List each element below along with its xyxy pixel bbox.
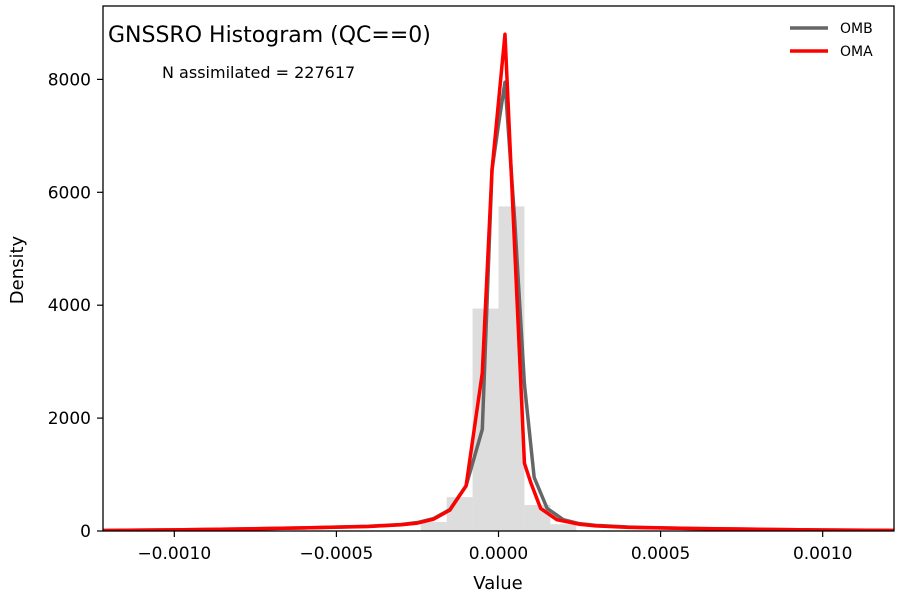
- x-tick-label-0: −0.0010: [137, 544, 211, 564]
- legend-label-oma: OMA: [840, 44, 873, 60]
- y-tick-label-0: 0: [80, 522, 91, 542]
- plot-area: [103, 32, 894, 531]
- x-tick-label-4: 0.0010: [793, 544, 852, 564]
- series-line-oma: [103, 32, 894, 531]
- x-tick-label-3: 0.0005: [631, 544, 690, 564]
- y-tick-label-3: 6000: [48, 183, 91, 203]
- y-axis-label: Density: [7, 235, 28, 304]
- y-tick-label-2: 4000: [48, 296, 91, 316]
- y-axis: 0 2000 4000 6000 8000: [48, 70, 103, 542]
- legend-label-omb: OMB: [840, 21, 873, 37]
- histogram-bar-1: [446, 497, 473, 531]
- x-axis-label: Value: [473, 573, 522, 594]
- legend: OMB OMA: [790, 21, 873, 60]
- chart-title: GNSSRO Histogram (QC==0): [108, 23, 431, 48]
- x-axis: −0.0010 −0.0005 0.0000 0.0005 0.0010: [137, 531, 852, 564]
- histogram-bar-0: [420, 521, 447, 531]
- x-tick-label-1: −0.0005: [300, 544, 374, 564]
- x-tick-label-2: 0.0000: [469, 544, 528, 564]
- y-tick-label-4: 8000: [48, 70, 91, 90]
- histogram-bar-5: [550, 524, 577, 531]
- n-assimilated-annotation: N assimilated = 227617: [162, 63, 355, 82]
- y-tick-label-1: 2000: [48, 409, 91, 429]
